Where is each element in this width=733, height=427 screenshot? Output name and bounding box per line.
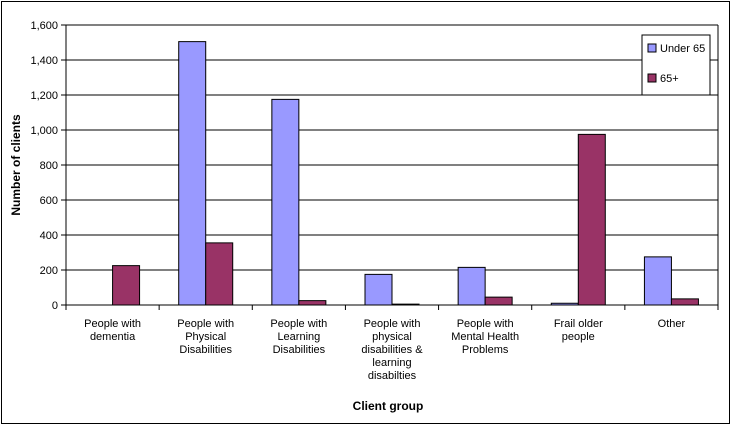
bar-65-plus xyxy=(298,300,327,306)
legend-swatch xyxy=(647,73,657,83)
legend-swatch xyxy=(647,43,657,53)
y-tick-label: 600 xyxy=(40,195,58,207)
axes xyxy=(61,24,719,310)
x-category-label: People with physical disabilities & learnin… xyxy=(361,318,423,382)
y-tick-label: 200 xyxy=(40,265,58,277)
y-tick-label: 400 xyxy=(40,230,58,242)
bar-under-65 xyxy=(364,273,393,306)
y-tick-label: 0 xyxy=(52,300,58,312)
bars xyxy=(112,41,699,306)
bar-under-65 xyxy=(457,266,486,306)
legend: Under 65 65+ xyxy=(641,34,711,96)
bar-65-plus xyxy=(670,298,699,306)
bar-65-plus xyxy=(112,265,141,306)
y-tick-label: 1,200 xyxy=(30,90,58,102)
bar-under-65 xyxy=(178,41,207,306)
x-axis-title: Client group xyxy=(353,399,424,413)
x-category-label: People with dementia xyxy=(84,318,141,343)
gridlines xyxy=(66,24,718,271)
x-category-label: Frail older people xyxy=(554,318,603,343)
bar-under-65 xyxy=(643,256,672,306)
legend-label: 65+ xyxy=(660,73,679,85)
legend-label: Under 65 xyxy=(660,43,705,55)
bar-under-65 xyxy=(271,98,300,306)
x-category-labels: People with dementia People with Physical Di… xyxy=(84,318,685,382)
x-category-label: People with Mental Health Problems xyxy=(451,318,519,356)
x-category-label: Other xyxy=(658,318,686,330)
x-category-label: People with Learning Disabilities xyxy=(270,318,327,356)
y-tick-label: 1,400 xyxy=(30,55,58,67)
y-tick-labels: 0 200 400 600 800 1,000 1,200 1,400 1,600 xyxy=(30,20,58,312)
y-tick-label: 800 xyxy=(40,160,58,172)
bar-65-plus xyxy=(205,242,234,306)
y-tick-label: 1,600 xyxy=(30,20,58,32)
y-tick-label: 1,000 xyxy=(30,125,58,137)
y-axis-title: Number of clients xyxy=(9,114,23,216)
bar-65-plus xyxy=(577,133,606,306)
bar-65-plus xyxy=(484,296,513,306)
x-category-label: People with Physical Disabilities xyxy=(177,318,234,356)
